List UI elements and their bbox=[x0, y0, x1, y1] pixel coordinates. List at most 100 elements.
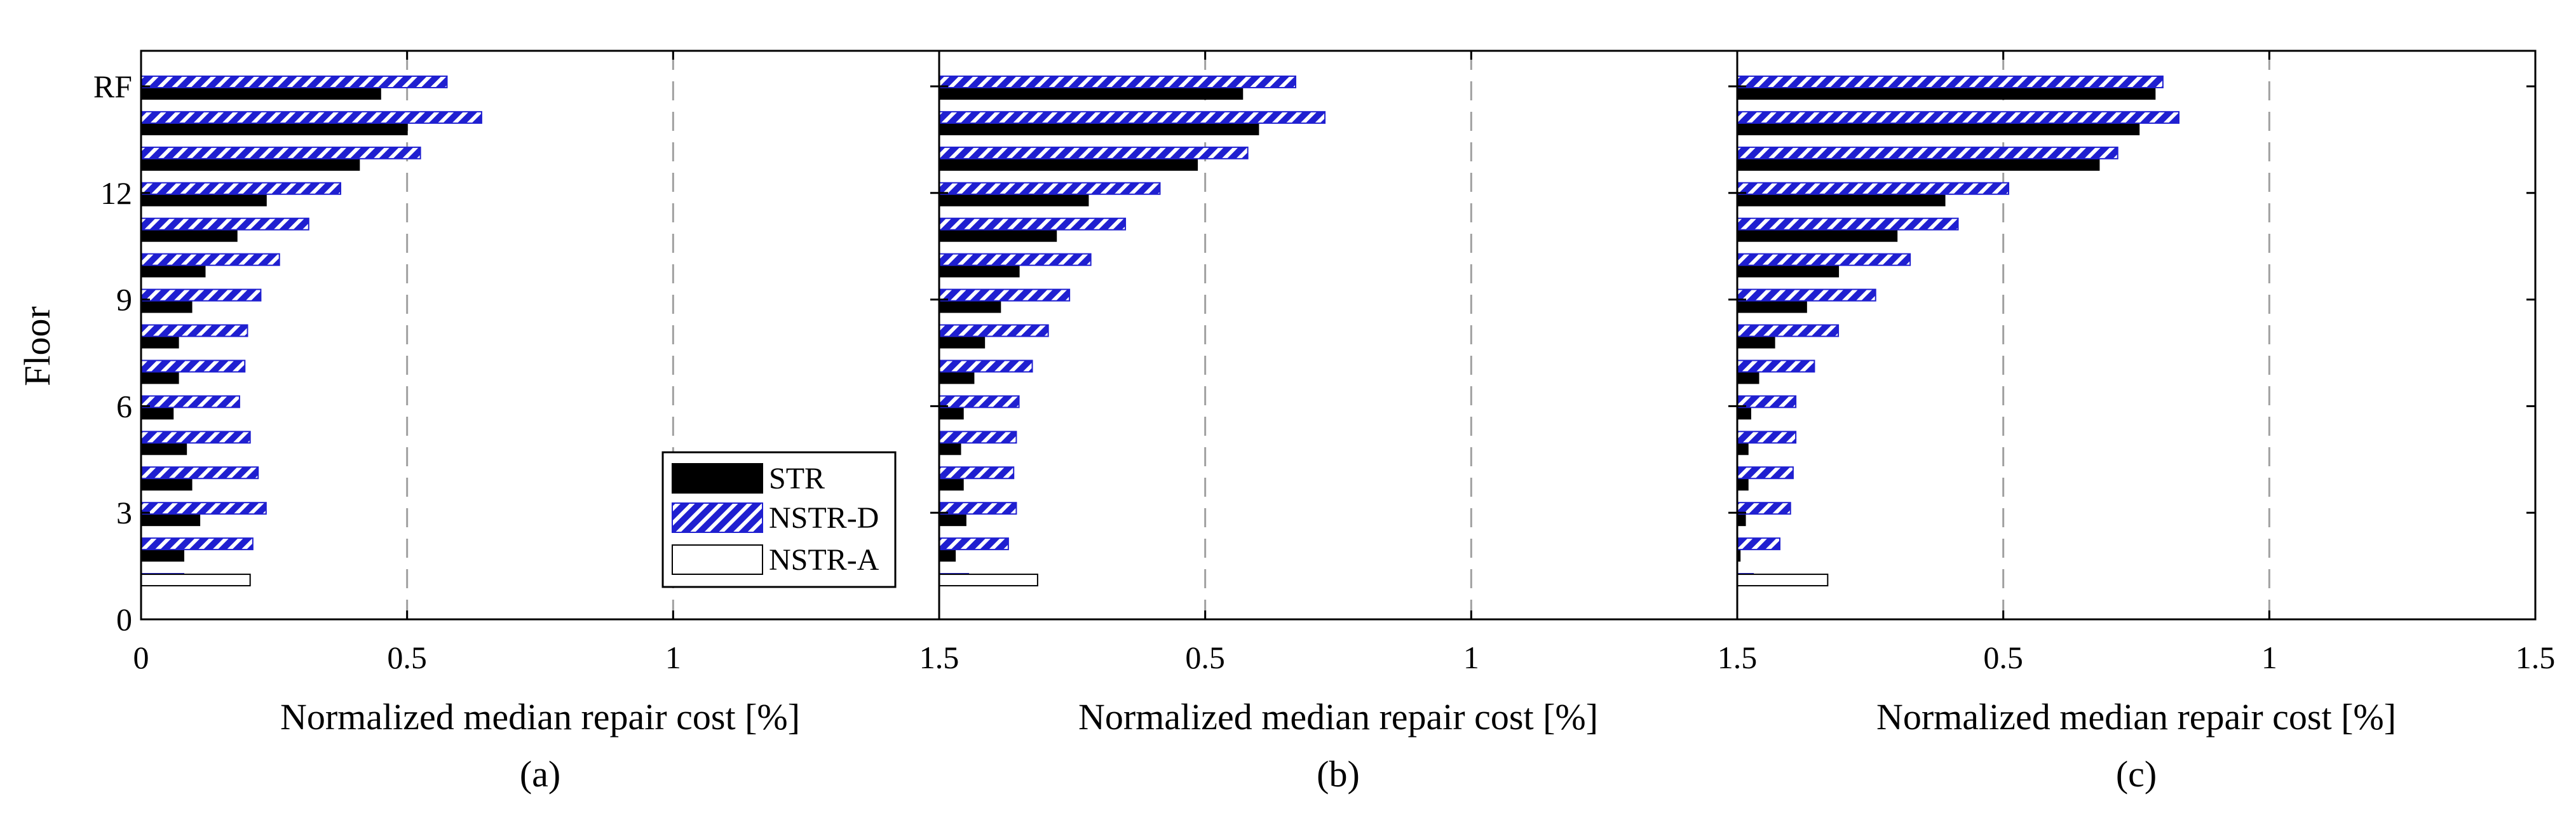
bar-nstr-d-floor-11 bbox=[140, 217, 309, 231]
x-tick-label: 0.5 bbox=[387, 640, 427, 675]
bar-str-floor-3 bbox=[1737, 513, 1746, 527]
bar-nstr-d-floor-4 bbox=[140, 466, 259, 480]
bar-str-floor-4 bbox=[1737, 478, 1749, 491]
bar-nstr-d-floor-5 bbox=[1737, 431, 1797, 444]
legend-label-nstr-d: NSTR-D bbox=[769, 501, 879, 535]
bar-str-floor-7 bbox=[939, 371, 975, 384]
bar-str-floor-9 bbox=[939, 300, 1001, 313]
bar-nstr-d-floor-5 bbox=[140, 431, 251, 444]
bar-nstr-d-floor-2 bbox=[939, 537, 1009, 551]
bar-str-floor-3 bbox=[939, 513, 966, 527]
bar-nstr-d-floor-9 bbox=[140, 288, 262, 302]
bar-nstr-d-floor-6 bbox=[939, 395, 1020, 408]
bar-nstr-d-floor-13 bbox=[939, 146, 1249, 159]
legend: STR NSTR-D NSTR-A bbox=[661, 451, 897, 588]
bar-nstr-d-floor-12 bbox=[1737, 182, 2010, 195]
bar-nstr-d-floor-11 bbox=[939, 217, 1127, 231]
bar-str-floor-8 bbox=[1737, 335, 1775, 349]
x-axis-label: Normalized median repair cost [%] bbox=[1078, 696, 1598, 738]
bar-nstr-d-floor-7 bbox=[939, 360, 1033, 373]
bar-nstr-d-floor-12 bbox=[939, 182, 1161, 195]
panel-label: (a) bbox=[520, 753, 560, 795]
bar-nstr-d-floor-13 bbox=[1737, 146, 2118, 159]
bar-str-floor-12 bbox=[1737, 193, 1946, 206]
x-tick-label: 0.5 bbox=[1185, 640, 1225, 675]
bar-str-floor-8 bbox=[140, 335, 179, 349]
panels: 0 0.5 1 1.5 0 3 6 9 12 RF Normalized median repair… bbox=[93, 50, 2555, 795]
panel-3: 1.5 0.5 1 1.5 Normalized median repair cost … bbox=[1718, 50, 2555, 795]
legend-swatch-str bbox=[672, 463, 763, 494]
legend-swatch-nstr-a bbox=[672, 544, 763, 575]
bar-nstr-d-floor-14 bbox=[140, 111, 482, 124]
bar-str-floor-4 bbox=[140, 478, 193, 491]
legend-swatch-nstr-d bbox=[672, 502, 763, 533]
bar-str-floor-10 bbox=[140, 264, 206, 278]
bar-str-floor-13 bbox=[939, 158, 1198, 171]
legend-label-nstr-a: NSTR-A bbox=[769, 543, 879, 577]
bar-str-floor-14 bbox=[140, 122, 408, 135]
bar-nstr-d-floor-3 bbox=[140, 502, 267, 515]
x-tick-label: 1.5 bbox=[1718, 640, 1758, 675]
bar-nstr-d-floor-10 bbox=[140, 253, 280, 266]
bar-str-floor-11 bbox=[939, 229, 1057, 242]
bar-nstr-a-floor-1 bbox=[140, 574, 251, 587]
bar-nstr-d-floor-13 bbox=[140, 146, 421, 159]
bar-nstr-d-floor-4 bbox=[1737, 466, 1794, 480]
bar-str-floor-6 bbox=[140, 407, 174, 420]
bar-str-floor-9 bbox=[140, 300, 193, 313]
bar-nstr-d-floor-8 bbox=[939, 324, 1049, 337]
bar-str-floor-3 bbox=[140, 513, 201, 527]
bar-nstr-d-floor-8 bbox=[1737, 324, 1840, 337]
bar-str-floor-10 bbox=[1737, 264, 1840, 278]
panel-2: 1.5 0.5 1 Normalized median repair cost [%]… bbox=[919, 50, 1739, 795]
bar-str-floor-5 bbox=[1737, 442, 1749, 455]
x-tick-label: 1.5 bbox=[919, 640, 959, 675]
bar-nstr-d-floor-7 bbox=[140, 360, 246, 373]
bar-str-floor-14 bbox=[939, 122, 1259, 135]
bar-nstr-d-floor-9 bbox=[939, 288, 1071, 302]
bar-str-floor-5 bbox=[939, 442, 961, 455]
y-tick-label: 3 bbox=[116, 495, 132, 530]
bar-nstr-d-floor-14 bbox=[939, 111, 1326, 124]
bar-str-floor-5 bbox=[140, 442, 187, 455]
bar-str-floor-13 bbox=[140, 158, 360, 171]
bar-nstr-d-floor-15 bbox=[1737, 75, 2164, 88]
y-tick-label: 12 bbox=[100, 175, 132, 211]
bar-str-floor-2 bbox=[140, 549, 184, 562]
plot-frame bbox=[938, 50, 1739, 621]
bar-str-floor-7 bbox=[1737, 371, 1759, 384]
y-tick-label: 6 bbox=[116, 388, 132, 424]
bar-nstr-d-floor-14 bbox=[1737, 111, 2179, 124]
bar-nstr-d-floor-9 bbox=[1737, 288, 1876, 302]
bar-nstr-d-floor-10 bbox=[939, 253, 1092, 266]
bar-nstr-d-floor-8 bbox=[140, 324, 248, 337]
bar-str-floor-7 bbox=[140, 371, 179, 384]
x-tick-label: 1 bbox=[2261, 640, 2277, 675]
bar-nstr-d-floor-3 bbox=[939, 502, 1017, 515]
bar-nstr-d-floor-6 bbox=[140, 395, 240, 408]
legend-label-str: STR bbox=[769, 462, 825, 495]
x-tick-label: 1 bbox=[1463, 640, 1479, 675]
x-tick-label: 0 bbox=[133, 640, 149, 675]
bar-str-floor-6 bbox=[939, 407, 964, 420]
bar-str-floor-15 bbox=[140, 86, 381, 100]
y-tick-label: RF bbox=[93, 69, 132, 104]
bar-str-floor-10 bbox=[939, 264, 1020, 278]
plot-frame bbox=[1736, 50, 2537, 621]
bar-str-floor-13 bbox=[1737, 158, 2100, 171]
bar-nstr-d-floor-4 bbox=[939, 466, 1015, 480]
x-tick-label: 0.5 bbox=[1983, 640, 2023, 675]
bar-str-floor-15 bbox=[1737, 86, 2156, 100]
bar-nstr-d-floor-12 bbox=[140, 182, 341, 195]
bar-nstr-d-floor-5 bbox=[939, 431, 1017, 444]
bar-nstr-d-floor-15 bbox=[939, 75, 1297, 88]
bar-str-floor-6 bbox=[1737, 407, 1751, 420]
x-axis-label: Normalized median repair cost [%] bbox=[280, 696, 800, 738]
panel-1: 0 0.5 1 1.5 0 3 6 9 12 RF Normalized median repair… bbox=[93, 50, 959, 795]
bar-str-floor-14 bbox=[1737, 122, 2140, 135]
y-axis-label: Floor bbox=[17, 306, 58, 386]
bar-str-floor-12 bbox=[140, 193, 267, 206]
bar-nstr-d-floor-2 bbox=[140, 537, 254, 551]
bar-str-floor-4 bbox=[939, 478, 964, 491]
